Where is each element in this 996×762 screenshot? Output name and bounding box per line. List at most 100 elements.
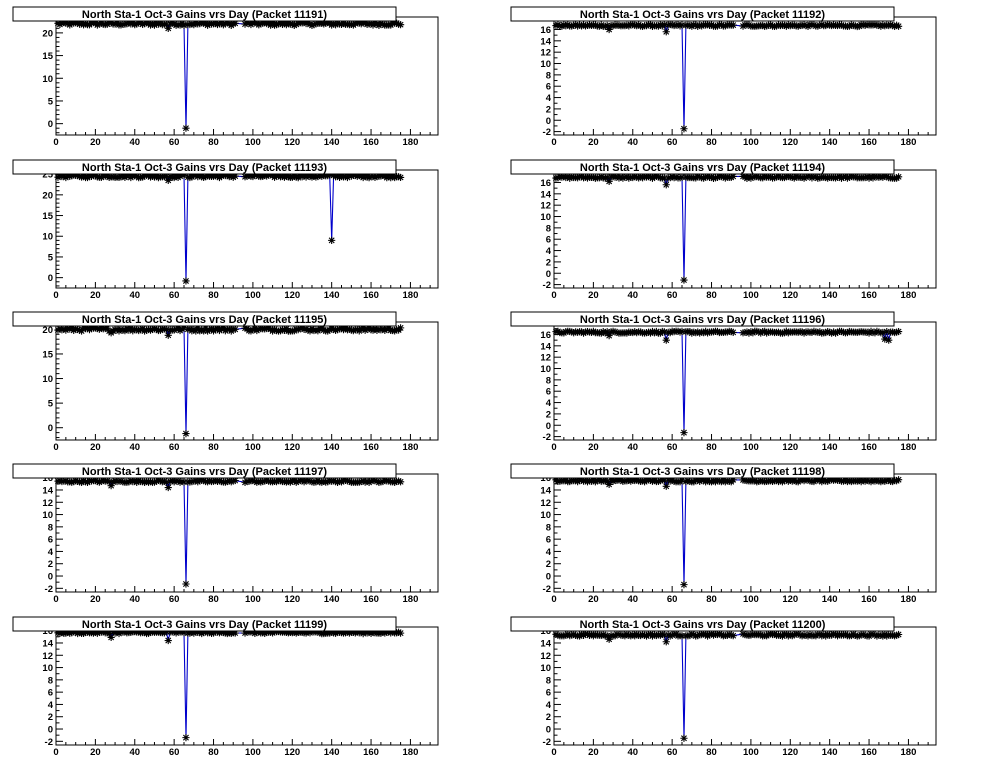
data-point: [831, 174, 840, 182]
chart-title: North Sta-1 Oct-3 Gains vrs Day (Packet …: [580, 314, 826, 326]
data-point: [259, 629, 267, 637]
y-tick-label: 15: [42, 211, 53, 222]
data-point: [91, 476, 99, 485]
x-tick-label: 100: [743, 594, 759, 605]
data-point: [332, 478, 340, 486]
data-point: [229, 173, 237, 181]
data-point: [885, 336, 893, 344]
data-point: [835, 476, 844, 484]
data-point: [609, 22, 617, 30]
data-point: [95, 20, 103, 28]
data-point: [729, 632, 737, 640]
title-box: [12, 463, 397, 479]
y-tick-label: 10: [42, 232, 53, 243]
data-point: [747, 174, 755, 182]
y-tick-label: -2: [543, 432, 551, 443]
chart-title: North Sta-1 Oct-3 Gains vrs Day (Packet …: [580, 9, 826, 21]
x-tick-label: 160: [861, 137, 877, 148]
data-point: [308, 21, 316, 29]
y-tick-label: 12: [42, 498, 53, 509]
x-tick-label: 140: [822, 442, 838, 453]
y-tick-label: -2: [543, 280, 551, 291]
data-point: [780, 173, 788, 182]
data-point: [198, 173, 206, 181]
data-point: [601, 22, 609, 30]
data-point: [814, 22, 822, 30]
data-point: [662, 482, 670, 490]
x-tick-label: 80: [208, 137, 219, 148]
data-point: [227, 478, 235, 486]
data-point: [259, 172, 267, 181]
data-point: [298, 19, 306, 27]
data-point: [879, 328, 887, 337]
data-point: [253, 20, 261, 28]
x-tick-label: 40: [129, 747, 140, 758]
data-point: [686, 21, 694, 29]
data-point: [251, 477, 259, 485]
data-point: [798, 173, 806, 181]
data-point: [583, 174, 592, 182]
data-point: [680, 429, 688, 437]
data-point: [180, 324, 188, 332]
title-box: [12, 311, 397, 327]
data-point: [345, 477, 353, 485]
data-point: [881, 22, 889, 30]
data-point: [58, 19, 66, 27]
x-tick-label: 60: [169, 442, 180, 453]
data-point: [261, 171, 269, 179]
y-tick-label: 4: [48, 700, 54, 711]
data-point: [93, 324, 101, 333]
data-point: [396, 478, 405, 486]
title-box: [510, 616, 895, 632]
y-tick-label: 16: [42, 473, 53, 484]
data-point: [182, 277, 190, 285]
data-point: [591, 630, 599, 639]
data-point: [164, 483, 172, 492]
y-tick-label: 8: [546, 223, 551, 234]
data-point: [135, 326, 143, 335]
data-point: [865, 477, 873, 485]
data-point: [68, 18, 76, 27]
x-tick-label: 140: [324, 747, 340, 758]
chart-panel: 0 20 40 60 80 100 120 140 160 180 0 5 10 15 20 North St…: [12, 311, 439, 453]
data-point: [879, 21, 887, 29]
data-point: [395, 477, 403, 485]
data-point: [70, 478, 78, 486]
data-point: [144, 478, 153, 486]
data-point: [180, 478, 188, 486]
data-point: [109, 628, 117, 636]
data-point: [637, 328, 645, 336]
data-point: [253, 478, 261, 486]
plot-frame: [55, 321, 439, 441]
y-tick-label: 20: [42, 190, 53, 201]
data-point: [278, 325, 287, 334]
y-tick-label: 12: [540, 353, 551, 364]
data-point: [330, 477, 338, 485]
data-point: [601, 476, 609, 485]
data-point: [623, 630, 631, 638]
x-tick-label: 160: [363, 137, 379, 148]
x-tick-label: 0: [551, 594, 556, 605]
data-point: [585, 477, 594, 485]
data-point: [162, 172, 170, 181]
data-point: [845, 173, 853, 181]
data-point: [662, 181, 670, 189]
x-tick-label: 160: [363, 594, 379, 605]
x-tick-label: 80: [706, 442, 717, 453]
data-point: [646, 476, 655, 484]
x-tick-label: 120: [782, 442, 798, 453]
data-point: [74, 171, 82, 180]
data-point: [324, 18, 332, 27]
data-point: [316, 171, 324, 180]
data-point: [747, 328, 755, 336]
data-point: [676, 22, 684, 30]
data-point: [300, 325, 308, 333]
data-point: [282, 478, 290, 486]
data-point: [627, 632, 635, 640]
data-point: [243, 172, 251, 180]
data-point: [755, 328, 763, 336]
y-tick-label: 8: [48, 675, 53, 686]
data-point: [328, 628, 336, 636]
data-point: [668, 21, 676, 29]
